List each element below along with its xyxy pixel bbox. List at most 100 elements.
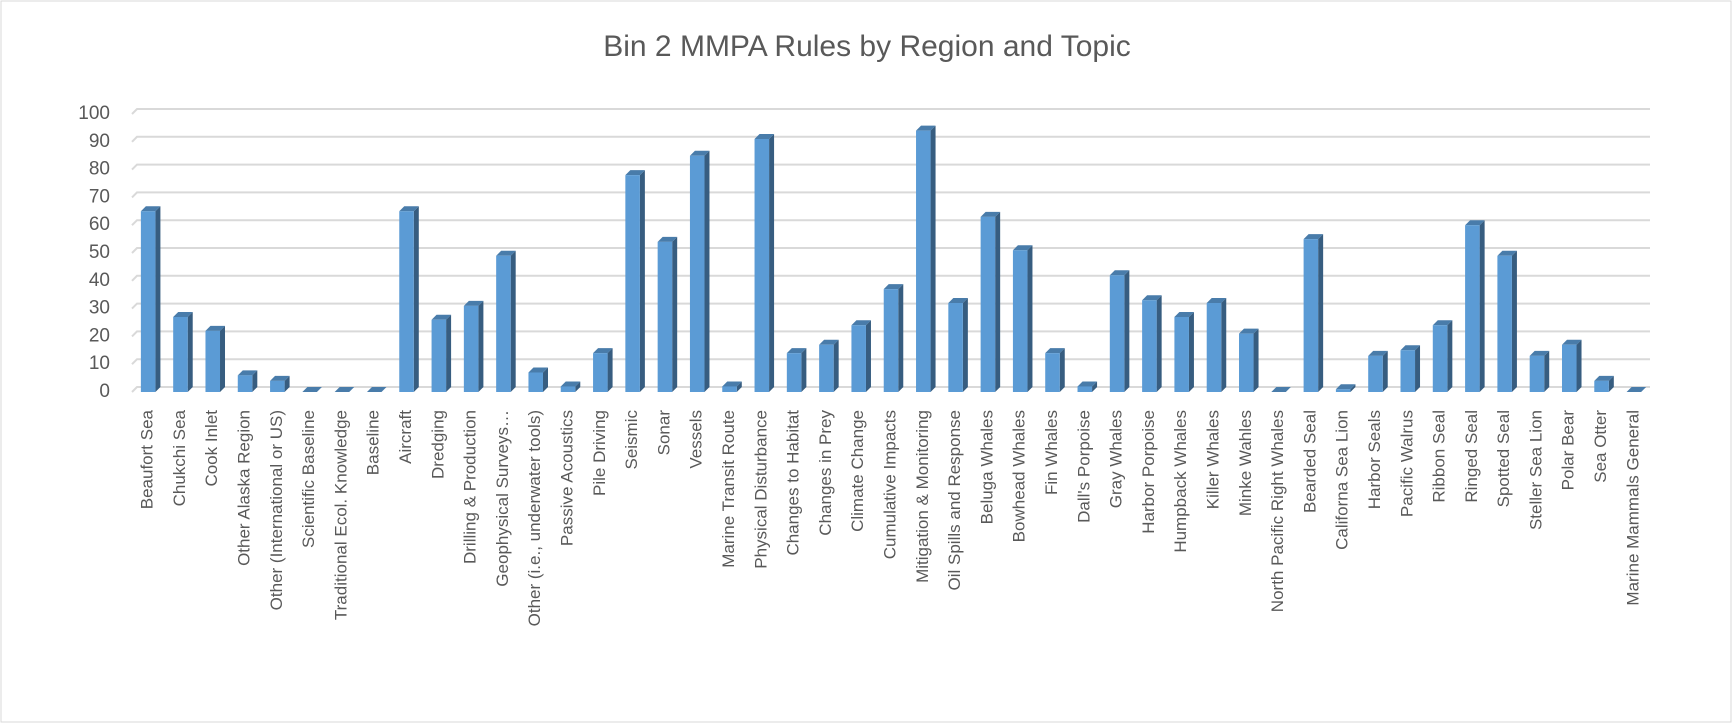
x-tick-label: Harbor Porpoise <box>1139 410 1158 534</box>
bar-front <box>431 319 447 392</box>
bar-front <box>1142 300 1157 392</box>
bar <box>1335 384 1356 392</box>
bar-top <box>883 284 904 290</box>
bar <box>593 348 613 392</box>
bar-side <box>413 206 419 392</box>
bar-side <box>1576 339 1582 392</box>
x-tick-label: Dall's Porpoise <box>1074 410 1093 523</box>
bar-side <box>284 375 290 392</box>
bar-top <box>754 134 775 140</box>
grid-line <box>131 135 1650 143</box>
bar <box>916 125 936 393</box>
bar-side <box>478 300 484 392</box>
bar-top <box>1303 234 1324 240</box>
bar-side <box>672 236 678 392</box>
bar-front <box>270 380 285 392</box>
bar <box>657 236 678 392</box>
bar-side <box>930 125 936 393</box>
bar-top <box>657 236 678 242</box>
grid-line <box>131 247 1650 254</box>
bar-top <box>270 375 290 381</box>
x-tick-label: Gray Whales <box>1107 410 1126 508</box>
y-tick-label: 90 <box>89 131 110 152</box>
bar-top <box>980 211 1001 217</box>
bar-top <box>851 320 871 326</box>
grid-line <box>131 219 1650 226</box>
bar-side <box>1350 384 1356 392</box>
bar-side <box>220 325 226 392</box>
bar-side <box>962 298 968 392</box>
bar-top <box>1077 381 1098 387</box>
bar <box>1077 381 1098 392</box>
bar-front <box>1045 353 1060 392</box>
x-tick-label: Beluga Whales <box>977 410 996 524</box>
bar-front <box>1432 325 1448 392</box>
bar-front <box>399 211 414 392</box>
bar-front <box>173 316 188 392</box>
bar-top <box>1400 345 1421 351</box>
bar-side <box>1188 311 1194 392</box>
bar <box>366 387 387 392</box>
bar-top <box>1529 350 1550 356</box>
bar <box>948 298 968 392</box>
x-tick-label: Beaufort Sea <box>138 409 157 509</box>
x-tick-label: Ringed Seal <box>1462 410 1481 503</box>
bar-top <box>1335 384 1356 390</box>
bar-top <box>1594 375 1614 381</box>
bar <box>1594 375 1614 392</box>
x-tick-label: Humpback Whales <box>1171 410 1190 553</box>
bar-front <box>1497 255 1512 392</box>
bar-top <box>689 150 710 156</box>
bar-front <box>1529 355 1545 392</box>
bar <box>173 311 193 392</box>
bar-side <box>1415 345 1421 392</box>
bar-side <box>704 150 710 392</box>
bar-side <box>155 206 161 392</box>
x-tick-label: Other (i.e., underwater tools) <box>525 410 544 626</box>
bar-front <box>657 241 673 392</box>
bar-top <box>1561 339 1582 345</box>
x-tick-label: Bearded Seal <box>1300 410 1319 513</box>
y-tick-label: 80 <box>89 159 110 180</box>
bar-top <box>819 339 839 345</box>
x-tick-label: Californa Sea Lion <box>1333 410 1352 550</box>
bar-top <box>431 314 452 320</box>
bar-front <box>1561 344 1577 392</box>
y-tick-label: 70 <box>89 186 110 207</box>
y-tick-label: 20 <box>89 325 110 346</box>
bar-front <box>1400 350 1416 392</box>
bar-side <box>865 320 871 392</box>
bar-side <box>1124 270 1130 392</box>
bar-front <box>916 130 931 392</box>
bar-top <box>593 348 613 354</box>
x-tick-label: Steller Sea Lion <box>1526 410 1545 530</box>
x-tick-label: Dredging <box>428 410 447 479</box>
bar-side <box>1221 298 1227 392</box>
x-tick-label: Chukchi Sea <box>170 409 189 506</box>
bar <box>1239 328 1259 392</box>
bar <box>722 381 742 392</box>
bar <box>1303 234 1324 392</box>
bar <box>463 300 484 392</box>
bar <box>1271 387 1291 392</box>
bar-side <box>736 381 742 392</box>
x-tick-label: Sonar <box>654 410 673 456</box>
bar-top <box>1142 295 1162 301</box>
bar-side <box>1253 328 1259 392</box>
x-tick-label: Changes in Prey <box>816 410 835 536</box>
bar-side <box>1027 245 1033 392</box>
bar-front <box>786 353 802 392</box>
bar-front <box>1012 250 1028 392</box>
bar-top <box>302 387 322 392</box>
bar-top <box>948 298 968 304</box>
bar <box>560 381 581 392</box>
x-tick-label: Pile Driving <box>590 410 609 496</box>
bar-front <box>851 325 866 392</box>
x-tick-label: Polar Bear <box>1559 410 1578 491</box>
bar-front <box>819 344 834 392</box>
bar <box>1561 339 1582 392</box>
y-tick-label: 40 <box>89 270 110 291</box>
x-tick-label: Changes to Habitat <box>784 410 803 556</box>
bar-top <box>1174 311 1194 317</box>
